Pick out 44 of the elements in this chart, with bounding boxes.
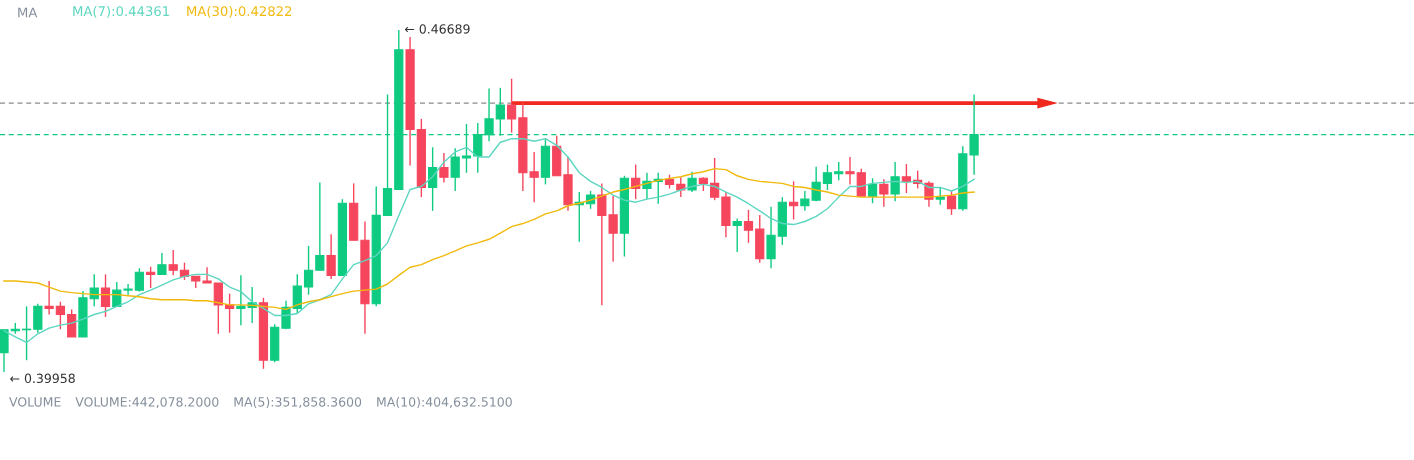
text: MA(10):404,632.5100 xyxy=(377,396,512,409)
candlestick xyxy=(33,303,43,334)
candlestick xyxy=(55,301,66,330)
text: MA xyxy=(18,7,38,18)
candlestick xyxy=(766,206,776,269)
candlestick xyxy=(901,163,912,194)
candlestick xyxy=(890,161,900,202)
candlestick xyxy=(303,245,314,296)
candlestick xyxy=(292,273,302,315)
candlestick xyxy=(710,157,720,201)
candlestick xyxy=(315,181,325,271)
candlestick xyxy=(676,176,686,198)
candlestick xyxy=(856,167,866,197)
candlestick xyxy=(845,156,855,186)
candlestick xyxy=(100,273,111,318)
candlestick xyxy=(946,190,957,216)
candlestick xyxy=(157,252,167,276)
candlestick xyxy=(0,329,9,373)
candlestick xyxy=(743,209,754,244)
candlestick xyxy=(146,266,156,289)
candlestick xyxy=(134,267,144,293)
candlestick xyxy=(473,122,483,174)
candlestick xyxy=(822,163,833,191)
text: ← 0.39958 xyxy=(10,373,75,384)
candlestick xyxy=(439,152,449,184)
candlestick xyxy=(326,233,336,280)
candlestick xyxy=(44,280,54,316)
text: MA(30):0.42822 xyxy=(187,5,292,18)
candlestick xyxy=(879,178,889,208)
candlestick xyxy=(67,308,77,338)
candlestick xyxy=(867,177,878,204)
candlestick xyxy=(89,273,99,308)
candlestick xyxy=(732,217,742,253)
candlestick xyxy=(213,282,223,335)
candlestick xyxy=(202,266,212,284)
candlestick xyxy=(506,78,517,134)
text: MA(7):0.44361 xyxy=(73,5,169,18)
text: VOLUME xyxy=(9,397,61,407)
candlestick xyxy=(834,161,844,182)
text: MA(5):351,858.3600 xyxy=(234,396,362,409)
text: VOLUME:442,078.2000 xyxy=(75,397,219,408)
candlestick xyxy=(450,147,460,192)
candlestick xyxy=(168,249,178,277)
annotation: ← 0.46689 xyxy=(404,24,470,34)
